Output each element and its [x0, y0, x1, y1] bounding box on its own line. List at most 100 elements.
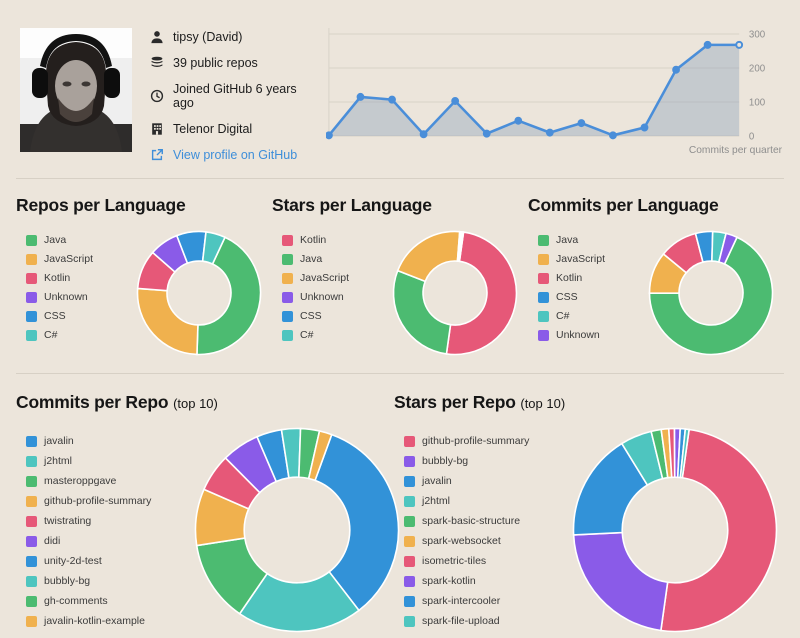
legend: Java JavaScript Kotlin CSS C# Unknown	[538, 234, 634, 348]
donut-slice-Kotlin[interactable]	[445, 231, 518, 356]
donut-chart[interactable]	[194, 427, 400, 638]
donut-chart[interactable]	[572, 427, 778, 638]
data-point[interactable]	[419, 130, 428, 139]
legend-item[interactable]: j2html	[404, 495, 556, 507]
data-point[interactable]	[451, 96, 460, 105]
legend-item[interactable]: gh-comments	[26, 595, 178, 607]
legend-item[interactable]: bubbly-bg	[26, 575, 178, 587]
legend-item[interactable]: C#	[538, 310, 634, 322]
legend-label: spark-file-upload	[422, 615, 500, 627]
legend-item[interactable]: JavaScript	[282, 272, 378, 284]
donut-chart[interactable]	[392, 230, 518, 361]
legend-item[interactable]: isometric-tiles	[404, 555, 556, 567]
donut-slice-Java[interactable]	[648, 236, 774, 356]
data-point[interactable]	[326, 131, 333, 140]
legend-item[interactable]: CSS	[538, 291, 634, 303]
legend-item[interactable]: spark-kotlin	[404, 575, 556, 587]
donut-slice-Unknown[interactable]	[717, 232, 739, 266]
legend-label: JavaScript	[556, 253, 606, 265]
y-tick-label: 300	[749, 29, 766, 40]
legend-item[interactable]: javalin	[404, 475, 556, 487]
data-point[interactable]	[672, 65, 680, 74]
donut-slice-github-profile-summary[interactable]	[659, 428, 778, 633]
legend-item[interactable]: github-profile-summary	[26, 495, 178, 507]
legend-label: javalin-kotlin-example	[44, 615, 145, 627]
legend-swatch	[282, 310, 293, 322]
view-profile-link[interactable]: View profile on GitHub	[173, 148, 298, 162]
chart-title: Commits per Repo (top 10)	[16, 392, 218, 412]
legend-item[interactable]: javalin-kotlin-example	[26, 615, 178, 627]
legend-label: Unknown	[300, 291, 344, 303]
data-point[interactable]	[609, 131, 617, 140]
data-point[interactable]	[703, 40, 712, 49]
legend-item[interactable]: Kotlin	[282, 234, 378, 246]
legend-item[interactable]: github-profile-summary	[404, 435, 556, 447]
line-series[interactable]	[327, 43, 740, 137]
legend-item[interactable]: Unknown	[282, 291, 378, 303]
legend-label: github-profile-summary	[44, 495, 152, 507]
donut-slice-javalin[interactable]	[314, 433, 400, 612]
legend-item[interactable]: masteroppgave	[26, 475, 178, 487]
data-point[interactable]	[482, 129, 491, 138]
donut-slice-C#[interactable]	[201, 231, 227, 266]
donut-slice-JavaScript[interactable]	[136, 287, 199, 356]
legend-swatch	[404, 475, 415, 487]
legend-item[interactable]: spark-basic-structure	[404, 515, 556, 527]
legend-item[interactable]: Java	[282, 253, 378, 265]
commits-per-quarter-chart[interactable]: 0 100 200 300 Commits per quarter	[326, 20, 784, 166]
legend-item[interactable]: CSS	[282, 310, 378, 322]
legend-item[interactable]: unity-2d-test	[26, 555, 178, 567]
donut-slice-bubbly-bg[interactable]	[572, 531, 669, 632]
donut-slice-Java[interactable]	[392, 269, 452, 355]
legend-item[interactable]: spark-intercooler	[404, 595, 556, 607]
legend-swatch	[404, 555, 415, 567]
data-point[interactable]	[388, 95, 396, 104]
donut-slice-spark-file-upload[interactable]	[679, 428, 691, 479]
legend-label: spark-basic-structure	[422, 515, 521, 527]
donut-slice-JavaScript[interactable]	[396, 230, 461, 283]
legend-item[interactable]: javalin	[26, 435, 178, 447]
legend-label: Java	[300, 253, 323, 265]
legend-item[interactable]: bubbly-bg	[404, 455, 556, 467]
data-point[interactable]	[356, 92, 365, 101]
legend-item[interactable]: JavaScript	[538, 253, 634, 265]
data-point[interactable]	[640, 123, 649, 132]
legend-item[interactable]: spark-file-upload	[404, 615, 556, 627]
donut-slice-Java[interactable]	[196, 236, 262, 356]
legend-item[interactable]: Java	[538, 234, 634, 246]
legend-item[interactable]: didi	[26, 535, 178, 547]
donut-chart[interactable]	[136, 230, 262, 361]
profile-repos-row: 39 public repos	[150, 56, 308, 70]
data-point[interactable]	[545, 128, 554, 137]
legend-item[interactable]: JavaScript	[26, 253, 122, 265]
legend-swatch	[26, 253, 37, 265]
legend-item[interactable]: spark-websocket	[404, 535, 556, 547]
legend-swatch	[538, 291, 549, 303]
legend-item[interactable]: Unknown	[538, 329, 634, 341]
legend-label: masteroppgave	[44, 475, 117, 487]
legend-swatch	[26, 272, 37, 284]
legend-swatch	[26, 495, 37, 507]
legend-item[interactable]: j2html	[26, 455, 178, 467]
donut-slice-j2html[interactable]	[238, 570, 361, 633]
legend-item[interactable]: Kotlin	[538, 272, 634, 284]
legend: javalin j2html masteroppgave github-prof…	[26, 435, 178, 635]
legend-swatch	[26, 595, 37, 607]
data-point[interactable]	[577, 119, 586, 128]
legend-item[interactable]: C#	[282, 329, 378, 341]
legend-item[interactable]: Java	[26, 234, 122, 246]
data-point[interactable]	[514, 116, 523, 125]
donut-slice-javalin-kotlin-example[interactable]	[307, 430, 333, 482]
profile-header: tipsy (David) 39 public repos Joined Git…	[0, 0, 800, 166]
donut-slice-C#[interactable]	[457, 231, 465, 263]
legend-item[interactable]: C#	[26, 329, 122, 341]
legend-item[interactable]: Kotlin	[26, 272, 122, 284]
legend-label: C#	[44, 329, 58, 341]
legend-item[interactable]: Unknown	[26, 291, 122, 303]
legend-item[interactable]: twistrating	[26, 515, 178, 527]
donut-chart[interactable]	[648, 230, 774, 361]
data-point[interactable]	[735, 40, 744, 49]
profile-link-row: View profile on GitHub	[150, 148, 308, 162]
user-icon	[150, 30, 164, 44]
legend-item[interactable]: CSS	[26, 310, 122, 322]
